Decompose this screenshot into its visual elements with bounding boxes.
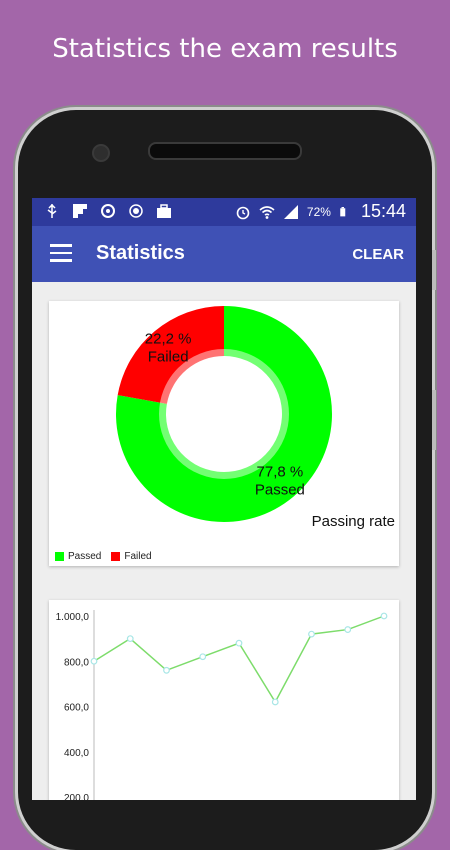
legend-label-failed: Failed	[124, 551, 152, 562]
pie-slice-failed	[117, 306, 224, 404]
y-tick-label: 400,0	[64, 748, 89, 759]
pie-category-label-passed: Passed	[255, 482, 305, 499]
passing-rate-donut-chart: 77,8 %Passed 22,2 %Failed	[115, 306, 333, 522]
wifi-icon	[259, 205, 275, 219]
phone-screen: 72% 15:44 Statistics CLEAR 77,8 % Passed 2…	[32, 198, 416, 800]
legend-swatch-failed	[111, 552, 121, 561]
flipboard-icon	[73, 204, 87, 218]
donut-inner-ring	[159, 349, 289, 479]
battery-percent: 72%	[306, 204, 331, 219]
hamburger-menu-icon[interactable]	[50, 244, 72, 264]
clear-button[interactable]: CLEAR	[352, 246, 404, 263]
usb-icon	[47, 203, 57, 218]
record-icon	[129, 204, 143, 218]
series-line	[93, 615, 385, 704]
promo-caption: Statistics the exam results	[52, 34, 398, 64]
data-point	[344, 626, 352, 633]
data-point	[90, 657, 98, 665]
data-point	[163, 666, 170, 674]
briefcase-icon	[157, 204, 171, 218]
data-point	[235, 639, 243, 647]
pie-value-label-passed: 77,8 %	[257, 464, 304, 481]
pie-category-label-failed: Failed	[148, 348, 189, 365]
passing-rate-card: 77,8 % Passed 22,2 % Failed Passing rate Pa…	[49, 301, 399, 566]
status-clock: 15:44	[360, 201, 406, 221]
pie-legend: Passed Failed	[55, 551, 152, 562]
app-bar: Statistics CLEAR	[32, 226, 416, 282]
data-point	[271, 698, 279, 706]
sync-icon	[101, 204, 115, 218]
score-line-chart: 1.000,0 800,0 600,0 400,0 200,0	[56, 610, 388, 800]
pie-slice-passed	[115, 306, 333, 522]
chart-description: Passing rate	[311, 513, 395, 530]
signal-icon	[283, 204, 298, 219]
y-tick-label: 600,0	[64, 703, 89, 714]
legend-label-passed: Passed	[68, 551, 102, 562]
power-button	[432, 390, 436, 450]
pie-value-label-failed: 22,2 %	[145, 330, 192, 347]
alarm-icon	[236, 206, 250, 219]
status-bar: 72% 15:44	[32, 198, 416, 226]
front-camera	[92, 144, 110, 162]
data-point	[380, 612, 388, 620]
legend-swatch-passed	[55, 552, 64, 561]
volume-button	[432, 250, 436, 290]
page-title: Statistics	[96, 242, 185, 264]
earpiece-speaker	[148, 142, 302, 160]
score-history-card: 1.000,0 800,0 600,0 400,0 200,0	[49, 600, 399, 800]
y-tick-label: 800,0	[64, 657, 89, 668]
data-point	[199, 653, 207, 661]
data-point	[308, 630, 315, 638]
battery-icon	[340, 206, 346, 216]
y-tick-label: 1.000,0	[56, 612, 90, 623]
data-point	[126, 635, 134, 643]
y-tick-label: 200,0	[64, 793, 89, 800]
